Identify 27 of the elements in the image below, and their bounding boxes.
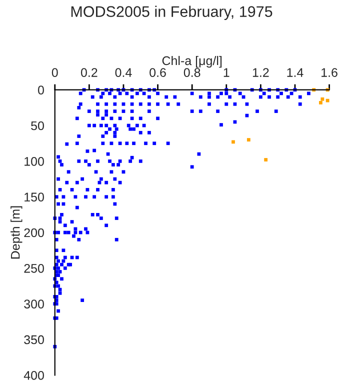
x-tick-label: 1.4 — [287, 68, 304, 77]
x-tick-label: 1.6 — [322, 68, 338, 77]
point — [320, 97, 324, 101]
y-tick-label: 0 — [38, 86, 44, 95]
x-tick-label: 1 — [224, 68, 230, 77]
y-tick-label: 150 — [24, 192, 44, 202]
point — [326, 98, 330, 102]
y-tick-label: 200 — [24, 228, 44, 238]
y-tick-label: 100 — [24, 156, 44, 166]
chart-title: MODS2005 in February, 1975 — [71, 6, 272, 20]
x-tick-label: 0.8 — [184, 68, 200, 77]
point — [319, 100, 322, 104]
y-axis-title: Depth [m] — [10, 206, 22, 259]
x-tick-label: 0.2 — [80, 68, 98, 77]
y-tick-label: 300 — [24, 300, 44, 308]
y-tick-label: 50 — [31, 121, 44, 130]
point — [232, 140, 235, 144]
x-tick-label: 0 — [52, 68, 58, 77]
x-tick-label: 1.2 — [252, 68, 269, 77]
y-tick-label: 400 — [24, 370, 44, 380]
point — [246, 138, 250, 142]
y-tick-label: 250 — [24, 264, 44, 273]
x-tick-label: 0.6 — [150, 68, 166, 77]
x-axis-title: Chl-a [μg/l] — [162, 56, 222, 68]
x-tick-label: 0.4 — [115, 68, 132, 77]
point — [264, 158, 268, 162]
y-tick-label: 350 — [24, 335, 44, 344]
